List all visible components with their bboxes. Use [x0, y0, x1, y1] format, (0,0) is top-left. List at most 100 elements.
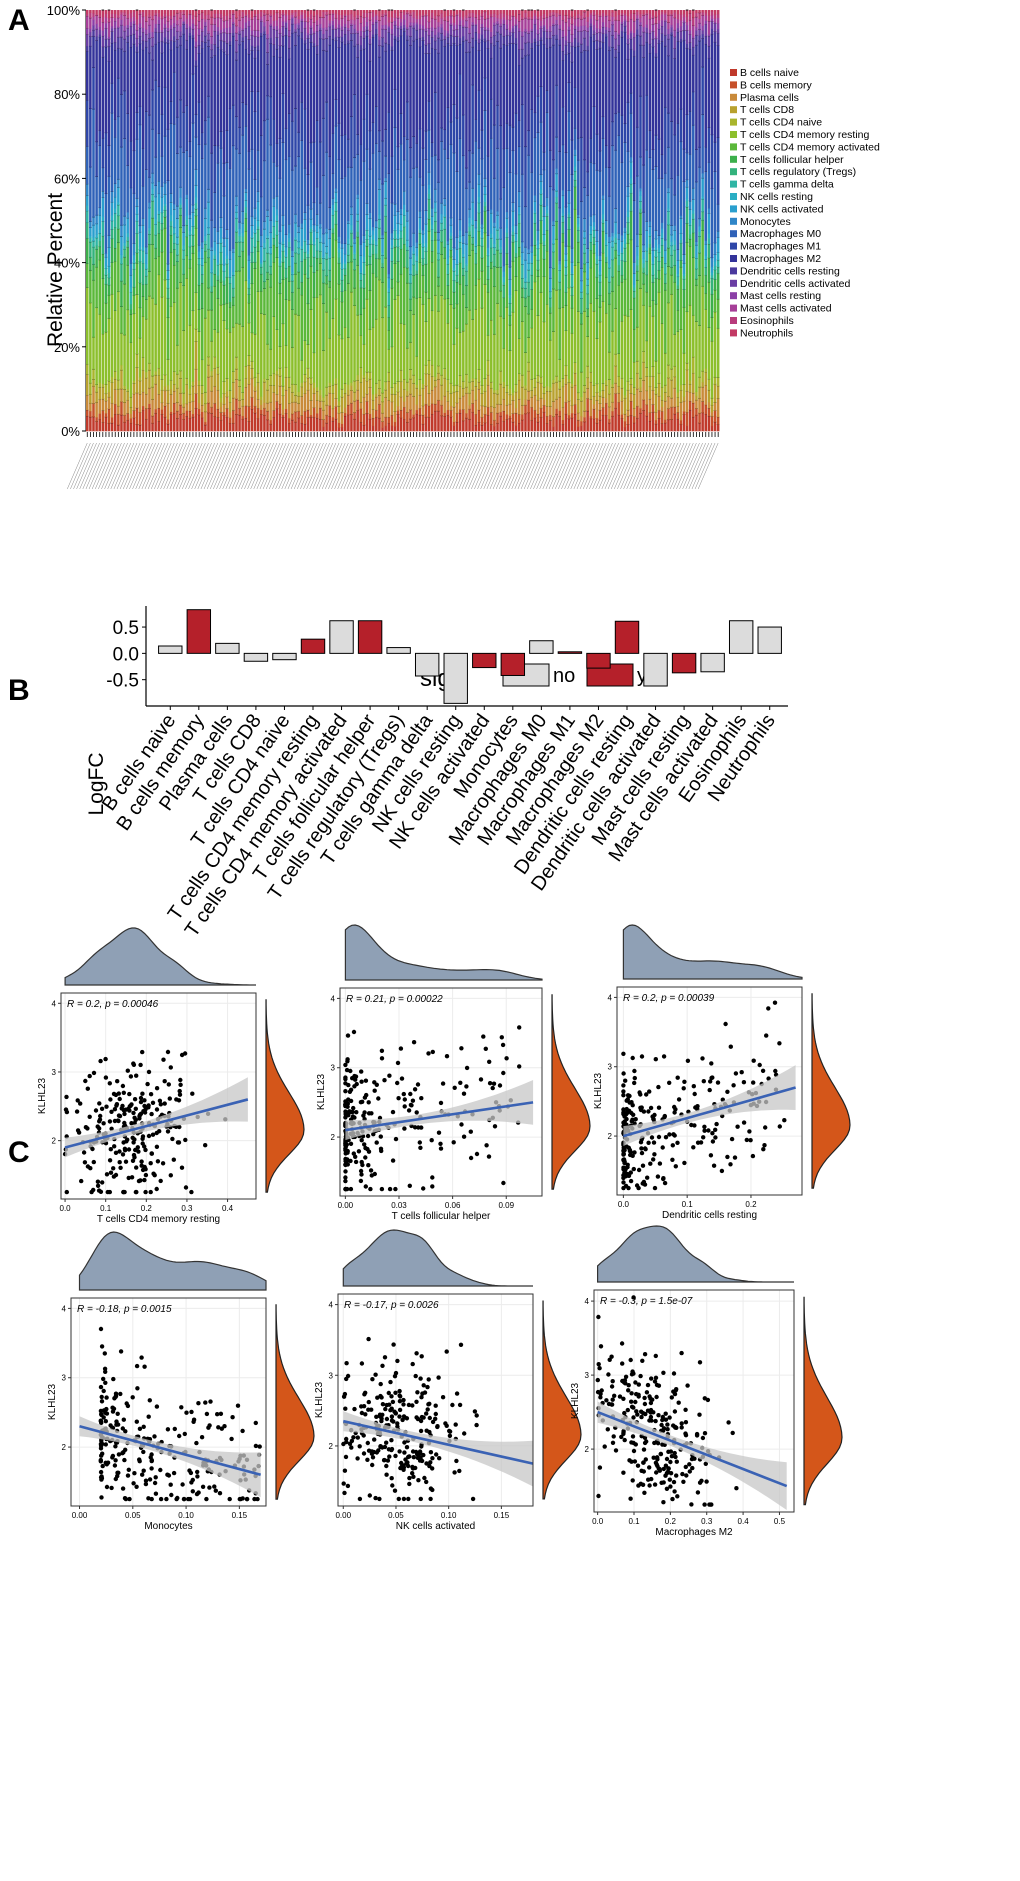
stacked-bar-segment: [163, 228, 167, 280]
stacked-bar-segment: [101, 410, 105, 423]
stacked-bar-segment: [493, 420, 496, 427]
stacked-bar-segment: [284, 277, 288, 300]
stacked-bar-segment: [368, 372, 372, 380]
stacked-bar-segment: [207, 201, 210, 228]
stacked-bar-segment: [421, 405, 425, 416]
stacked-bar-segment: [412, 11, 415, 18]
stacked-bar-segment: [132, 380, 136, 384]
stacked-bar-segment: [359, 367, 363, 383]
stacked-bar-segment: [381, 282, 384, 318]
stacked-bar-segment: [353, 24, 356, 29]
stacked-bar-segment: [418, 217, 422, 229]
stacked-bar-segment: [415, 10, 418, 16]
stacked-bar-segment: [253, 179, 257, 209]
stacked-bar-segment: [232, 271, 235, 276]
stacked-bar-segment: [477, 33, 481, 39]
stacked-bar-segment: [104, 23, 108, 29]
stacked-bar-segment: [396, 10, 400, 17]
stacked-bar-segment: [412, 25, 415, 29]
stacked-bar-segment: [322, 397, 325, 402]
stacked-bar-segment: [154, 12, 157, 16]
stacked-bar-segment: [219, 412, 223, 421]
stacked-bar-segment: [232, 382, 235, 399]
stacked-bar-segment: [465, 387, 468, 394]
stacked-bar-segment: [179, 414, 182, 432]
stacked-bar-segment: [486, 14, 490, 19]
stacked-bar-segment: [465, 285, 468, 308]
stacked-bar-segment: [424, 242, 428, 248]
stacked-bar-segment: [362, 10, 366, 13]
stacked-bar-segment: [430, 403, 434, 415]
stacked-bar-segment: [381, 183, 384, 236]
stacked-bar-segment: [247, 288, 251, 295]
stacked-bar-segment: [381, 252, 384, 256]
stacked-bar-segment: [452, 270, 456, 281]
stacked-bar-segment: [241, 241, 244, 252]
stacked-bar-segment: [399, 10, 403, 13]
stacked-bar-segment: [92, 225, 95, 238]
stacked-bar-segment: [468, 226, 471, 232]
stacked-bar-segment: [281, 45, 285, 94]
stacked-bar-segment: [297, 232, 300, 242]
stacked-bar-segment: [359, 254, 363, 273]
stacked-bar-segment: [412, 22, 415, 26]
stacked-bar-segment: [387, 349, 391, 373]
stacked-bar-segment: [266, 52, 269, 65]
stacked-bar-segment: [232, 14, 235, 22]
stacked-bar-segment: [455, 171, 459, 238]
stacked-bar-segment: [173, 264, 176, 303]
stacked-bar-segment: [110, 238, 114, 263]
stacked-bar-segment: [303, 43, 307, 110]
stacked-bar-segment: [281, 26, 285, 37]
stacked-bar-segment: [387, 173, 391, 275]
stacked-bar-segment: [269, 13, 272, 17]
stacked-bar-segment: [350, 291, 353, 383]
stacked-bar-segment: [437, 365, 440, 374]
stacked-bar-segment: [204, 208, 207, 219]
stacked-bar-segment: [474, 284, 478, 310]
stacked-bar-segment: [176, 153, 179, 207]
stacked-bar-segment: [309, 400, 313, 416]
stacked-bar-segment: [440, 27, 443, 34]
stacked-bar-segment: [440, 18, 443, 25]
stacked-bar-segment: [260, 313, 263, 397]
stacked-bar-segment: [455, 421, 459, 432]
stacked-bar-segment: [427, 298, 431, 361]
stacked-bar-segment: [197, 284, 201, 310]
stacked-bar-segment: [319, 15, 322, 18]
stacked-bar-segment: [191, 73, 195, 124]
stacked-bar-segment: [163, 10, 167, 14]
stacked-bar-segment: [228, 331, 232, 391]
stacked-bar-segment: [191, 38, 195, 75]
stacked-bar-segment: [462, 409, 465, 421]
stacked-bar-segment: [219, 227, 223, 239]
stacked-bar-segment: [334, 418, 338, 432]
stacked-bar-segment: [113, 13, 117, 18]
stacked-bar-segment: [331, 10, 335, 13]
stacked-bar-segment: [89, 10, 92, 14]
stacked-bar-segment: [421, 233, 425, 244]
stacked-bar-segment: [238, 228, 241, 235]
stacked-bar-segment: [123, 245, 126, 250]
stacked-bar-segment: [247, 283, 251, 289]
stacked-bar-segment: [483, 110, 487, 179]
stacked-bar-segment: [104, 253, 108, 258]
stacked-bar-segment: [471, 243, 474, 251]
stacked-bar-segment: [297, 22, 300, 26]
stacked-bar-segment: [275, 12, 279, 21]
stacked-bar-segment: [238, 233, 241, 237]
stacked-bar-segment: [182, 249, 185, 260]
stacked-bar-segment: [110, 191, 114, 203]
stacked-bar-segment: [300, 261, 303, 283]
stacked-bar-segment: [253, 406, 257, 414]
stacked-bar-segment: [328, 44, 331, 157]
stacked-bar-segment: [449, 383, 453, 394]
stacked-bar-segment: [197, 28, 201, 36]
stacked-bar-segment: [406, 10, 409, 13]
stacked-bar-segment: [325, 275, 328, 285]
stacked-bar-segment: [194, 202, 198, 210]
stacked-bar-segment: [272, 261, 276, 317]
stacked-bar-segment: [396, 414, 400, 432]
stacked-bar-segment: [368, 19, 372, 32]
stacked-bar-segment: [89, 28, 92, 33]
